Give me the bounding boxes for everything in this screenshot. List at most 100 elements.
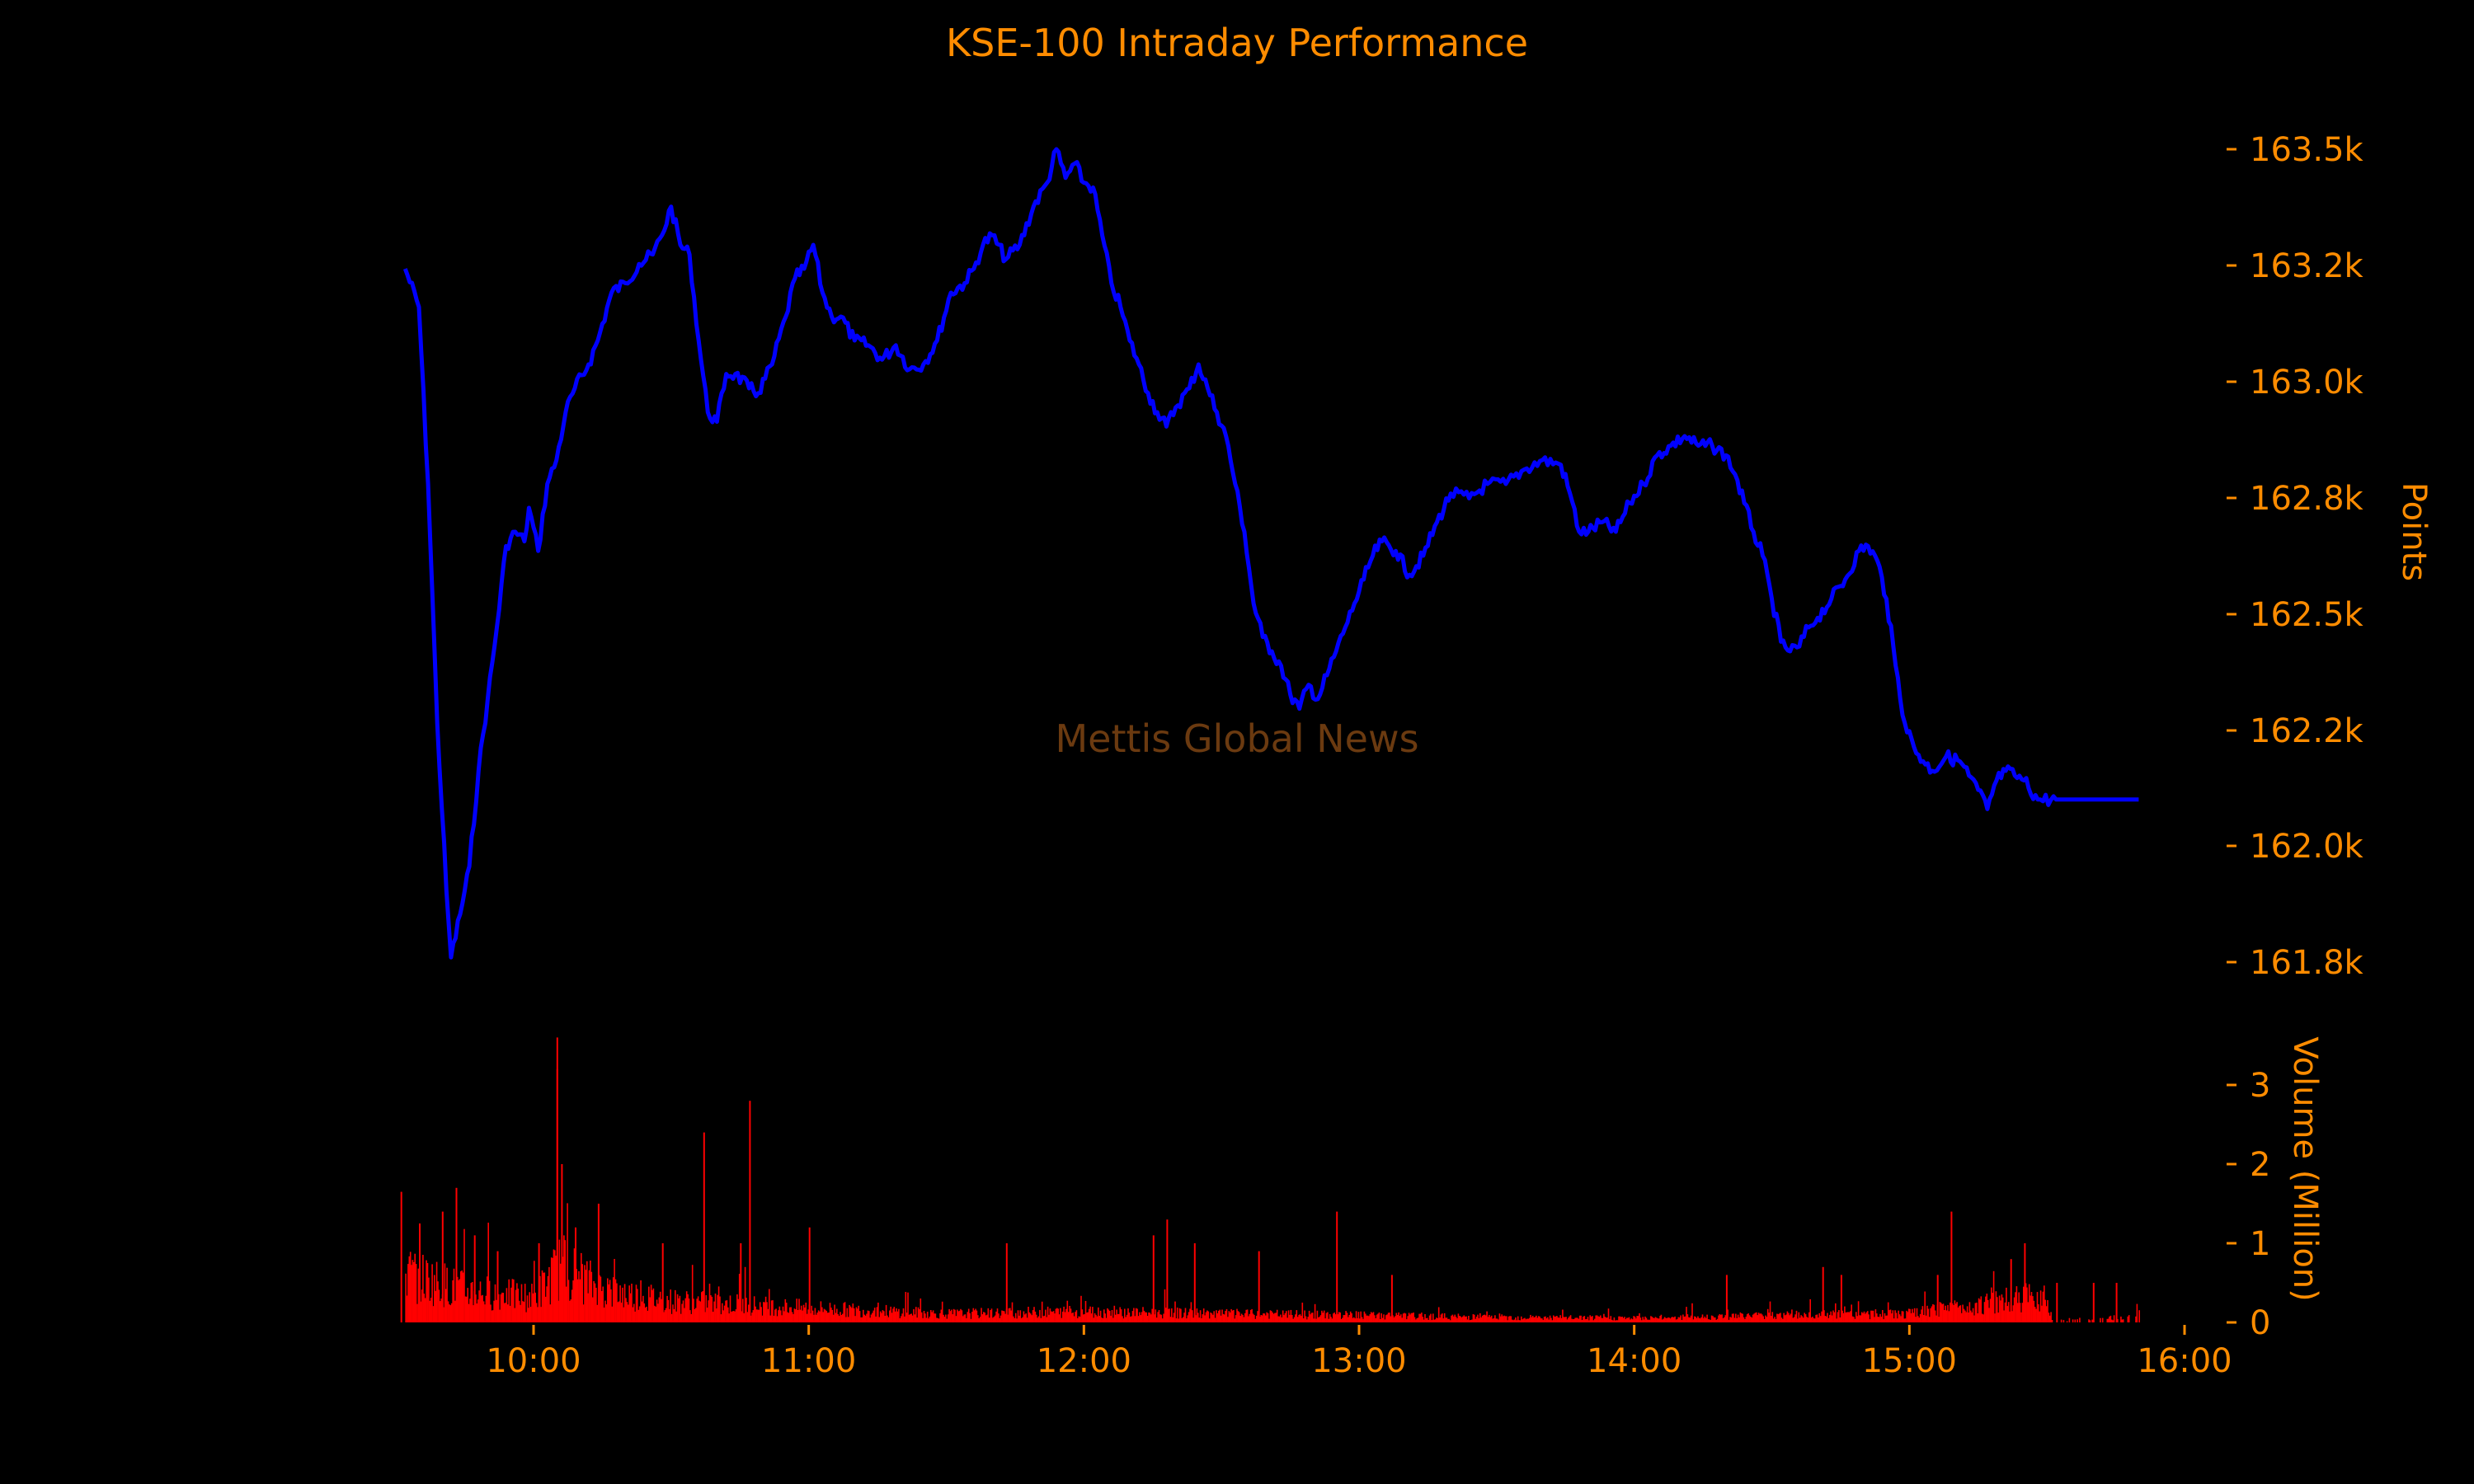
volume-bar <box>996 1308 999 1322</box>
volume-bar <box>1030 1313 1032 1322</box>
volume-bar <box>1093 1317 1095 1322</box>
volume-bar <box>1334 1314 1337 1322</box>
volume-bar <box>1416 1317 1418 1322</box>
volume-bar <box>1830 1311 1832 1322</box>
volume-bar <box>1145 1312 1147 1322</box>
volume-bar <box>1932 1303 1934 1322</box>
volume-bar <box>1324 1318 1326 1322</box>
volume-bar <box>877 1303 879 1322</box>
volume-bar <box>1390 1316 1392 1322</box>
volume-bar <box>1504 1316 1507 1322</box>
volume-bar <box>1206 1310 1208 1322</box>
volume-bar <box>590 1261 591 1322</box>
volume-bar <box>634 1311 636 1322</box>
volume-bar <box>1419 1313 1422 1322</box>
volume-bar <box>1995 1291 1997 1322</box>
volume-bar <box>1207 1311 1210 1322</box>
volume-bar <box>1868 1314 1870 1322</box>
volume-bar <box>1706 1314 1708 1322</box>
volume-bar <box>1622 1317 1625 1322</box>
volume-bar <box>849 1306 852 1322</box>
volume-bar <box>1994 1313 1996 1322</box>
volume-bar <box>1730 1317 1732 1322</box>
volume-bar <box>825 1309 826 1322</box>
volume-spike <box>561 1164 563 1322</box>
volume-bar <box>1139 1312 1141 1322</box>
volume-bar <box>2026 1287 2028 1322</box>
volume-bar <box>1886 1315 1888 1322</box>
volume-bar <box>1554 1316 1557 1322</box>
volume-bar <box>576 1279 579 1322</box>
volume-bar <box>1910 1313 1912 1322</box>
volume-bar <box>1686 1307 1687 1322</box>
volume-bar <box>1684 1316 1686 1322</box>
volume-bar <box>460 1271 462 1322</box>
volume-bar <box>1780 1313 1781 1322</box>
volume-bar <box>2045 1306 2048 1322</box>
volume-bar <box>1672 1317 1675 1322</box>
volume-bar <box>905 1292 907 1322</box>
volume-bar <box>1289 1314 1291 1322</box>
volume-bar <box>1938 1317 1940 1322</box>
volume-bar <box>523 1302 525 1322</box>
volume-bar <box>1492 1318 1493 1322</box>
volume-bar <box>1894 1310 1896 1322</box>
volume-bar <box>1728 1319 1730 1322</box>
volume-bar <box>816 1314 817 1322</box>
price-series-line <box>402 147 2139 960</box>
volume-bar <box>1713 1317 1715 1322</box>
volume-bar <box>1675 1319 1677 1322</box>
volume-bar <box>1340 1319 1343 1322</box>
volume-bar <box>655 1306 656 1322</box>
volume-bar <box>491 1310 493 1322</box>
volume-bar <box>837 1314 839 1322</box>
volume-bar <box>643 1303 646 1322</box>
volume-bar <box>1195 1315 1197 1322</box>
volume-bar <box>1180 1308 1182 1322</box>
volume-bar <box>1064 1312 1066 1322</box>
volume-bar <box>905 1313 908 1322</box>
volume-bar <box>1917 1316 1919 1322</box>
volume-bar <box>1674 1316 1676 1322</box>
volume-bar <box>1263 1313 1266 1322</box>
volume-bar <box>1469 1320 1471 1322</box>
volume-bar <box>1929 1317 1931 1322</box>
volume-bar <box>1762 1316 1764 1322</box>
volume-bar <box>1513 1319 1516 1322</box>
volume-bar <box>1192 1310 1193 1322</box>
volume-bar <box>1710 1320 1711 1322</box>
volume-bar <box>750 1315 752 1322</box>
volume-bar <box>1815 1314 1817 1322</box>
volume-bar <box>1893 1318 1895 1322</box>
volume-bar <box>564 1240 567 1322</box>
volume-bar <box>1443 1313 1446 1322</box>
volume-bar <box>1601 1317 1602 1322</box>
volume-bar <box>691 1265 694 1322</box>
volume-bar <box>1421 1313 1423 1322</box>
volume-bar <box>1714 1317 1716 1322</box>
volume-bar <box>1889 1309 1892 1322</box>
volume-bar <box>640 1280 642 1322</box>
volume-bar <box>1857 1301 1860 1322</box>
volume-bar <box>881 1313 882 1322</box>
volume-bar <box>1124 1308 1126 1322</box>
volume-bar <box>1865 1313 1866 1322</box>
volume-bar <box>1763 1319 1766 1322</box>
volume-bar <box>878 1317 881 1322</box>
volume-bar <box>1621 1317 1623 1322</box>
volume-bar <box>1954 1300 1956 1322</box>
volume-bar <box>1268 1318 1270 1322</box>
volume-bar <box>440 1298 442 1322</box>
volume-bar <box>751 1313 753 1322</box>
volume-bar <box>1836 1318 1837 1322</box>
volume-bar <box>1907 1312 1909 1322</box>
volume-bar <box>1233 1310 1235 1322</box>
volume-bar <box>1069 1306 1070 1322</box>
volume-bar <box>1466 1319 1469 1322</box>
volume-bar <box>928 1318 929 1322</box>
volume-bar <box>565 1286 567 1322</box>
volume-bar <box>734 1311 736 1322</box>
volume-bar <box>534 1292 536 1322</box>
volume-bar <box>1748 1315 1751 1322</box>
volume-bar <box>1043 1315 1046 1322</box>
